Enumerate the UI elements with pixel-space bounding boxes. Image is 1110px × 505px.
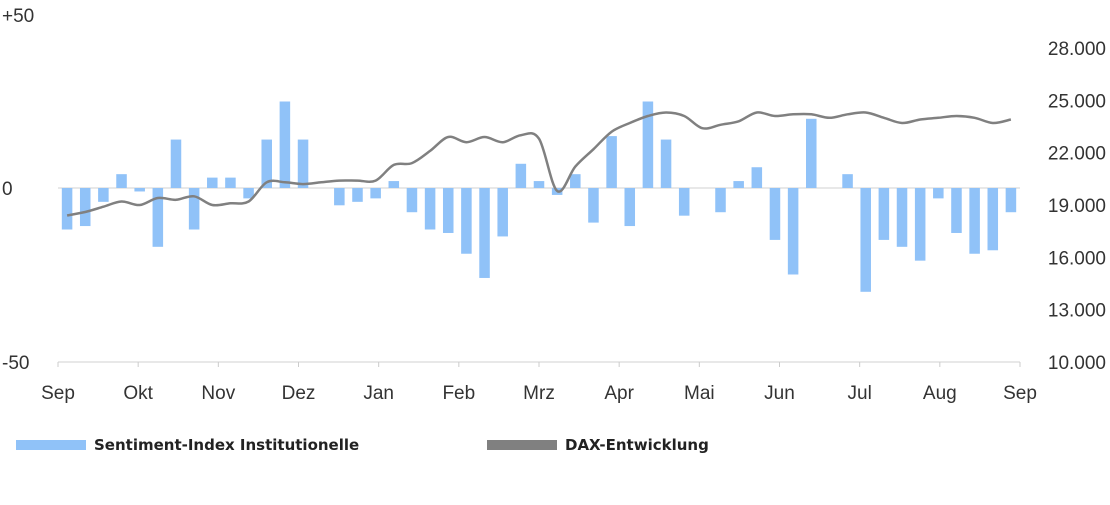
sentiment-bar [334, 188, 345, 206]
right-tick-label: 19.000 [1048, 196, 1106, 217]
sentiment-bar [297, 139, 309, 188]
sentiment-bar [406, 188, 418, 213]
sentiment-bar [98, 188, 109, 202]
x-tick-label: Feb [442, 383, 475, 404]
x-tick-label: Mrz [523, 383, 555, 404]
sentiment-bar [170, 139, 182, 188]
sentiment-bar [279, 101, 291, 188]
sentiment-bar [497, 188, 508, 237]
right-axis: 28.000 25.000 22.000 19.000 16.000 13.000 10.0… [1048, 39, 1106, 374]
sentiment-bar [606, 136, 617, 188]
right-tick-label: 25.000 [1048, 91, 1106, 112]
right-tick-label: 16.000 [1048, 248, 1106, 269]
x-tick-label: Apr [604, 383, 634, 404]
sentiment-bar [751, 167, 763, 188]
sentiment-bar [442, 188, 454, 233]
sentiment-bar [715, 188, 726, 213]
sentiment-bar [261, 139, 272, 188]
sentiment-bar [388, 181, 400, 188]
x-axis: Sep Okt Nov Dez Jan Feb Mrz Apr Mai Jun Jul Aug Sep [41, 362, 1037, 404]
legend-dax: DAX-Entwicklung [487, 434, 709, 456]
x-tick-label: Jul [848, 383, 872, 404]
x-tick-label: Jun [764, 383, 795, 404]
sentiment-bar [987, 188, 999, 251]
sentiment-bar [933, 188, 944, 199]
sentiment-bar [624, 188, 636, 227]
sentiment-bar [243, 188, 254, 199]
sentiment-bar [461, 188, 472, 254]
sentiment-bar [588, 188, 599, 223]
x-tick-label: Sep [1003, 383, 1037, 404]
legend-dax-label: DAX-Entwicklung [565, 436, 709, 454]
sentiment-bar [152, 188, 164, 247]
sentiment-bar [951, 188, 962, 233]
sentiment-bar [225, 177, 236, 188]
sentiment-bar [1005, 188, 1017, 213]
left-tick-label: -50 [2, 353, 29, 374]
sentiment-bar [860, 188, 871, 292]
sentiment-bar [370, 188, 381, 199]
legend-sentiment: Sentiment-Index Institutionelle [16, 434, 359, 456]
sentiment-bar [787, 188, 799, 275]
left-axis: +50 0 -50 [2, 6, 34, 374]
x-tick-label: Okt [123, 383, 153, 404]
sentiment-bar [515, 163, 527, 188]
sentiment-bar [79, 188, 91, 227]
sentiment-bar [188, 188, 200, 230]
sentiment-bar [914, 188, 926, 261]
sentiment-bar [424, 188, 436, 230]
sentiment-bar [878, 188, 890, 240]
legend-sentiment-swatch [16, 440, 86, 450]
sentiment-bar [733, 181, 744, 188]
right-tick-label: 13.000 [1048, 301, 1106, 322]
left-tick-label: 0 [2, 179, 13, 200]
legend-sentiment-label: Sentiment-Index Institutionelle [94, 436, 360, 454]
dax-line [66, 111, 1012, 217]
sentiment-bars [61, 101, 1017, 292]
x-tick-label: Dez [282, 383, 316, 404]
sentiment-bar [479, 188, 490, 278]
right-tick-label: 22.000 [1048, 144, 1106, 165]
left-tick-label: +50 [2, 6, 34, 27]
sentiment-bar [533, 181, 545, 188]
right-tick-label: 10.000 [1048, 353, 1106, 374]
sentiment-bar [207, 177, 218, 188]
sentiment-bar [896, 188, 908, 247]
sentiment-bar [769, 188, 781, 240]
sentiment-bar [352, 188, 363, 202]
sentiment-bar [642, 101, 654, 188]
sentiment-bar [134, 188, 145, 192]
sentiment-bar [806, 118, 817, 188]
right-tick-label: 28.000 [1048, 39, 1106, 60]
sentiment-bar [660, 139, 672, 188]
legend-dax-swatch [487, 440, 557, 450]
x-tick-label: Jan [363, 383, 394, 404]
sentiment-bar [842, 174, 853, 188]
x-tick-label: Mai [684, 383, 715, 404]
sentiment-bar [116, 174, 127, 188]
sentiment-bar [969, 188, 980, 254]
x-tick-label: Nov [201, 383, 235, 404]
sentiment-bar [61, 188, 73, 230]
x-tick-label: Sep [41, 383, 75, 404]
sentiment-bar [678, 188, 690, 216]
sentiment-bar [570, 174, 581, 188]
x-tick-label: Aug [923, 383, 957, 404]
